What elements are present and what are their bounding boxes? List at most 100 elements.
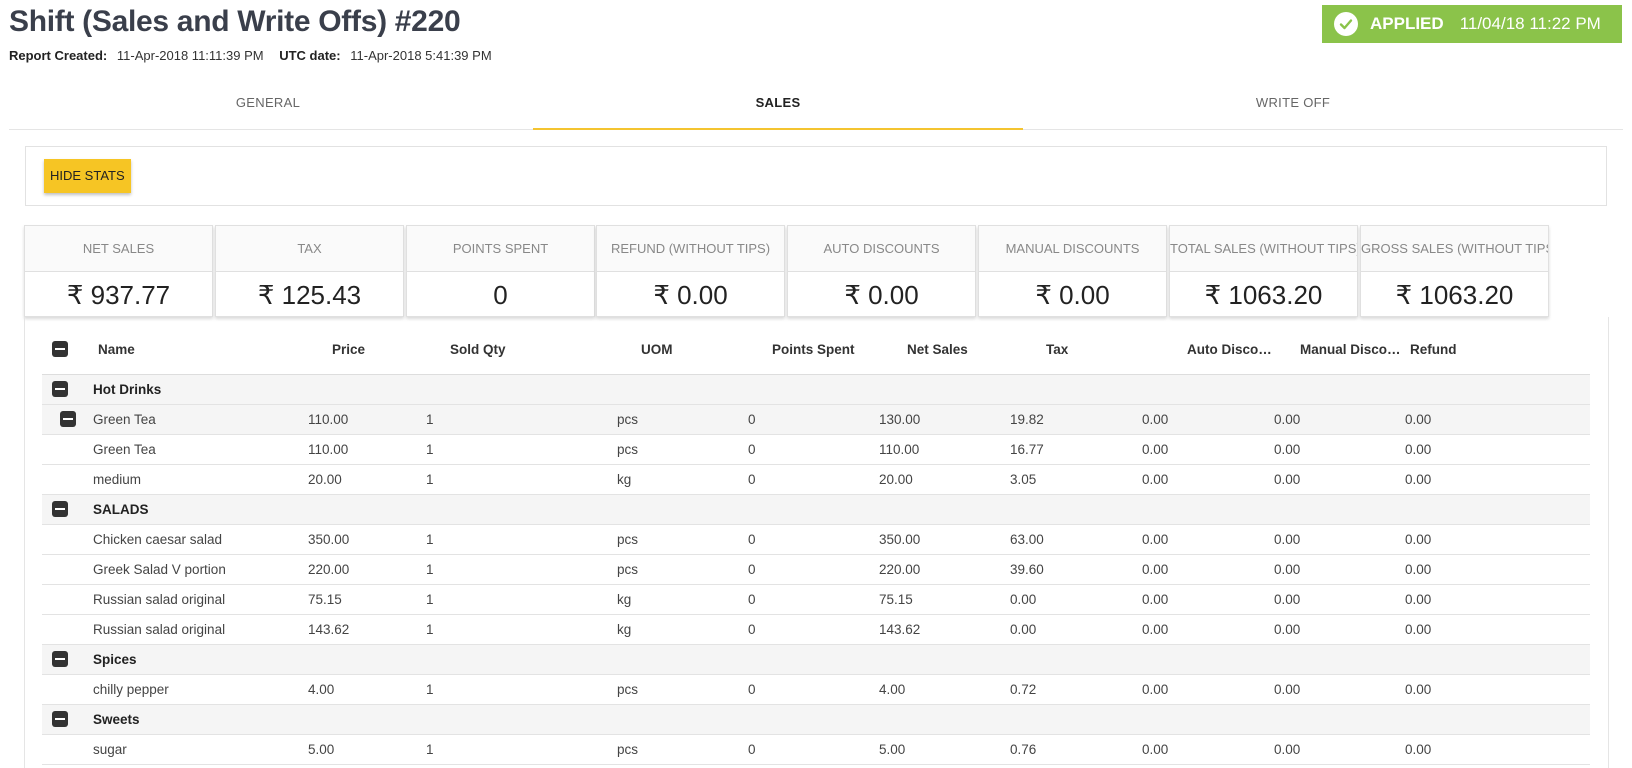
row-toggle-cell — [42, 464, 93, 495]
hide-stats-button[interactable]: HIDE STATS — [44, 159, 131, 193]
stat-value: 0 — [493, 280, 508, 310]
table-cell: 110.00 — [308, 404, 426, 435]
table-row[interactable]: Green Tea 110.00 1 pcs 0 110.00 16.77 0.00 0.00 0… — [42, 434, 1590, 465]
table-cell: pcs — [617, 404, 748, 435]
table-cell: 0.00 — [1142, 524, 1274, 555]
table-cell: 4.00 — [308, 674, 426, 705]
table-cell: kg — [617, 464, 748, 495]
sales-table: Name Price Sold Qty UOM Points Spent Net Sale… — [42, 317, 1590, 765]
column-header[interactable]: Name — [93, 317, 308, 375]
cell-spacer — [544, 554, 617, 585]
cell-spacer — [544, 404, 617, 435]
table-row[interactable]: Russian salad original 75.15 1 kg 0 75.15 0.00… — [42, 584, 1590, 615]
column-header[interactable]: UOM — [617, 317, 748, 375]
tab-general[interactable]: GENERAL — [235, 95, 301, 110]
column-header[interactable]: Sold Qty — [426, 317, 544, 375]
table-cell: sugar — [93, 734, 308, 765]
collapse-group-icon[interactable] — [52, 711, 68, 728]
table-cell: 0.00 — [1274, 614, 1405, 645]
table-cell: 0 — [748, 404, 879, 435]
table-cell: 0.00 — [1405, 614, 1590, 645]
cell-spacer — [544, 614, 617, 645]
status-label: APPLIED — [1370, 14, 1444, 33]
collapse-item-icon[interactable] — [60, 411, 76, 428]
table-row[interactable]: Russian salad original 143.62 1 kg 0 143.62 0.… — [42, 614, 1590, 645]
tab-bar: GENERAL SALES WRITE OFF — [9, 82, 1623, 130]
cell-spacer — [544, 584, 617, 615]
tab-sales[interactable]: SALES — [533, 82, 1023, 130]
table-cell: Green Tea — [93, 434, 308, 465]
table-cell: Russian salad original — [93, 614, 308, 645]
cell-spacer — [544, 464, 617, 495]
table-cell: 0 — [748, 434, 879, 465]
table-cell: 1 — [426, 584, 544, 615]
group-toggle-cell — [42, 374, 93, 405]
column-header[interactable]: Points Spent — [748, 317, 879, 375]
group-name: Sweets — [93, 704, 1590, 735]
column-header[interactable]: Auto Discounts — [1142, 317, 1274, 375]
column-header[interactable]: Net Sales — [879, 317, 1010, 375]
table-cell: 143.62 — [879, 614, 1010, 645]
group-row[interactable]: SALADS — [42, 494, 1590, 525]
column-header[interactable]: Manual Discount... — [1274, 317, 1405, 375]
table-cell: 110.00 — [308, 434, 426, 465]
check-circle-icon — [1334, 12, 1358, 36]
table-cell: 0.00 — [1010, 614, 1142, 645]
table-cell: 0.76 — [1010, 734, 1142, 765]
stat-label: POINTS SPENT — [407, 226, 594, 272]
parent-item-row[interactable]: Green Tea 110.00 1 pcs 0 130.00 19.82 0.00 0.00 0… — [42, 404, 1590, 435]
table-cell: 0.00 — [1405, 554, 1590, 585]
group-toggle-cell — [42, 644, 93, 675]
stat-card: REFUND (WITHOUT TIPS) ₹ 0.00 — [596, 225, 785, 317]
table-cell: 5.00 — [308, 734, 426, 765]
group-row[interactable]: Hot Drinks — [42, 374, 1590, 405]
table-cell: 0.00 — [1405, 584, 1590, 615]
table-cell: 1 — [426, 434, 544, 465]
row-toggle-cell — [42, 404, 93, 435]
table-cell: 0.00 — [1405, 734, 1590, 765]
table-cell: 0 — [748, 674, 879, 705]
table-row[interactable]: chilly pepper 4.00 1 pcs 0 4.00 0.72 0.00 0.00 0.… — [42, 674, 1590, 705]
stat-label: TOTAL SALES (WITHOUT TIPS) — [1170, 226, 1357, 272]
table-cell: 0.00 — [1274, 584, 1405, 615]
table-cell: 0 — [748, 584, 879, 615]
cell-spacer — [544, 734, 617, 765]
table-cell: 1 — [426, 734, 544, 765]
group-name: Spices — [93, 644, 1590, 675]
collapse-group-icon[interactable] — [52, 381, 68, 398]
sales-table-container: Name Price Sold Qty UOM Points Spent Net Sale… — [24, 317, 1609, 768]
column-header[interactable]: Price — [308, 317, 426, 375]
group-row[interactable]: Spices — [42, 644, 1590, 675]
table-cell: chilly pepper — [93, 674, 308, 705]
table-cell: 0.00 — [1142, 734, 1274, 765]
table-cell: pcs — [617, 434, 748, 465]
collapse-all-icon[interactable] — [52, 341, 68, 358]
row-toggle-cell — [42, 734, 93, 765]
group-row[interactable]: Sweets — [42, 704, 1590, 735]
group-toggle-cell — [42, 704, 93, 735]
table-cell: pcs — [617, 524, 748, 555]
column-header[interactable]: Tax — [1010, 317, 1142, 375]
cell-spacer — [544, 524, 617, 555]
collapse-group-icon[interactable] — [52, 501, 68, 518]
table-header-row: Name Price Sold Qty UOM Points Spent Net Sale… — [42, 317, 1590, 375]
tab-write-off[interactable]: WRITE OFF — [1255, 95, 1331, 110]
table-cell: 1 — [426, 464, 544, 495]
table-row[interactable]: medium20.001kg020.003.050.000.000.0023.0… — [42, 464, 1590, 495]
table-cell: 75.15 — [879, 584, 1010, 615]
stat-value: ₹ 125.43 — [257, 280, 362, 310]
column-header[interactable]: Refund — [1405, 317, 1590, 375]
stat-label: REFUND (WITHOUT TIPS) — [597, 226, 784, 272]
stat-card: NET SALES ₹ 937.77 — [24, 225, 213, 317]
table-cell: 0.00 — [1405, 434, 1590, 465]
table-cell: 16.77 — [1010, 434, 1142, 465]
stat-value: ₹ 1063.20 — [1395, 280, 1514, 310]
table-row[interactable]: Chicken caesar salad 350.00 1 pcs 0 350.00 63.… — [42, 524, 1590, 555]
table-cell: 350.00 — [879, 524, 1010, 555]
stat-value: ₹ 1063.20 — [1204, 280, 1323, 310]
table-cell: 20.00 — [308, 464, 426, 495]
table-row[interactable]: Greek Salad V portion 220.00 1 pcs 0 220.00 39… — [42, 554, 1590, 585]
collapse-group-icon[interactable] — [52, 651, 68, 668]
table-cell: 0.00 — [1405, 524, 1590, 555]
